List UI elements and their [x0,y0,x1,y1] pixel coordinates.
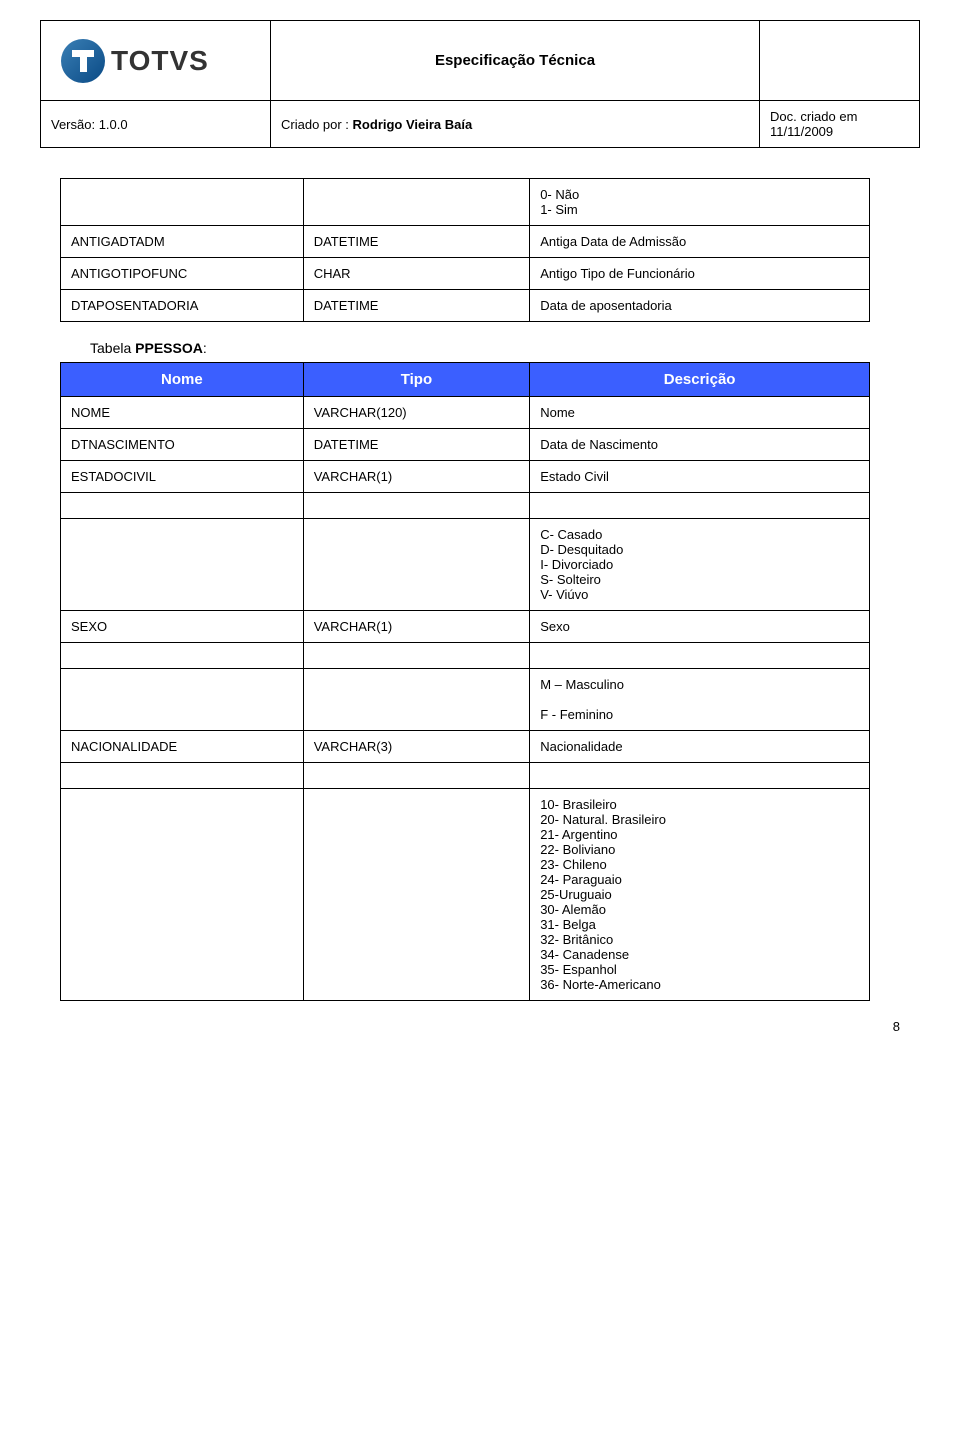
table-cell: DATETIME [303,290,530,322]
table-cell-empty [61,643,304,669]
totvs-logo-icon [61,39,105,83]
table-cell: DATETIME [303,429,530,461]
header-table: TOTVS Especificação Técnica Versão: 1.0.… [40,20,920,148]
table-cell-empty [303,763,530,789]
table-cell-empty [61,493,304,519]
table-cell: Nacionalidade [530,731,870,763]
logo-text: TOTVS [111,45,209,77]
table-cell: ESTADOCIVIL [61,461,304,493]
table-cell: DATETIME [303,226,530,258]
table-cell: SEXO [61,611,304,643]
table-cell: ANTIGADTADM [61,226,304,258]
page-number: 8 [40,1019,920,1034]
table-cell: VARCHAR(120) [303,397,530,429]
table-cell: VARCHAR(1) [303,461,530,493]
doc-created-label: Doc. criado em 11/11/2009 [760,101,920,148]
created-by-cell: Criado por : Rodrigo Vieira Baía [271,101,760,148]
table-cell-empty [530,763,870,789]
table-cell-empty [61,763,304,789]
spec-title: Especificação Técnica [271,21,760,101]
label-prefix: Tabela [90,340,135,356]
table-cell-empty [530,493,870,519]
table-cell: M – Masculino F - Feminino [530,669,870,731]
table-cell: VARCHAR(1) [303,611,530,643]
table-cell [61,669,304,731]
table-cell: CHAR [303,258,530,290]
table-cell: NOME [61,397,304,429]
table-cell [303,789,530,1001]
table-cell: Data de Nascimento [530,429,870,461]
logo-cell: TOTVS [41,21,271,101]
table-cell: DTAPOSENTADORIA [61,290,304,322]
table-cell [303,519,530,611]
label-suffix: : [203,340,207,356]
header-empty-cell [760,21,920,101]
table-cell: VARCHAR(3) [303,731,530,763]
table-cell-empty [530,643,870,669]
table-cell [61,179,304,226]
table-cell: Antigo Tipo de Funcionário [530,258,870,290]
table-cell: C- Casado D- Desquitado I- Divorciado S-… [530,519,870,611]
table-cell [61,789,304,1001]
table-cell: Nome [530,397,870,429]
table-cell-empty [303,643,530,669]
table-cell: 10- Brasileiro 20- Natural. Brasileiro 2… [530,789,870,1001]
table-header-descricao: Descrição [530,363,870,397]
table-cell: Sexo [530,611,870,643]
table-cell [303,179,530,226]
table-cell: ANTIGOTIPOFUNC [61,258,304,290]
version-label: Versão: 1.0.0 [41,101,271,148]
table-cell [61,519,304,611]
label-tablename: PPESSOA [135,340,203,356]
table-header-tipo: Tipo [303,363,530,397]
table-cell: Antiga Data de Admissão [530,226,870,258]
table-cell [303,669,530,731]
table-cell: Estado Civil [530,461,870,493]
table-cell-empty [303,493,530,519]
ppessoa-table: Nome Tipo Descrição NOME VARCHAR(120) No… [60,362,870,1001]
table-cell: Data de aposentadoria [530,290,870,322]
created-by-author: Rodrigo Vieira Baía [353,117,473,132]
table-cell: 0- Não 1- Sim [530,179,870,226]
continuation-table: 0- Não 1- Sim ANTIGADTADM DATETIME Antig… [60,178,870,322]
table-header-nome: Nome [61,363,304,397]
table-cell: DTNASCIMENTO [61,429,304,461]
table-ppessoa-label: Tabela PPESSOA: [90,340,870,356]
table-cell: NACIONALIDADE [61,731,304,763]
created-by-label: Criado por : [281,117,353,132]
